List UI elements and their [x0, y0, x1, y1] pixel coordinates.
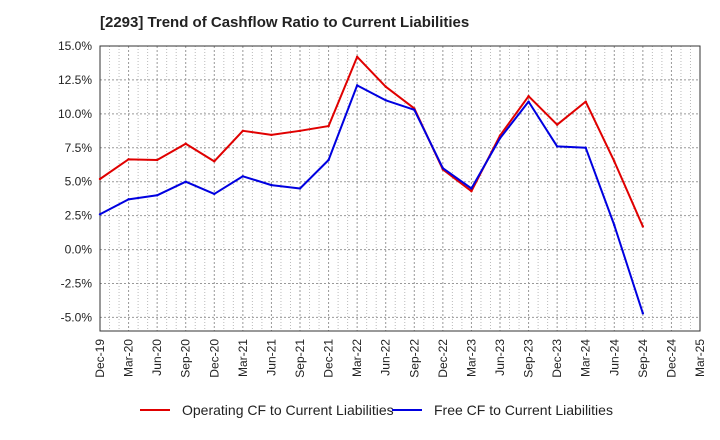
data-point-series-1	[327, 124, 330, 128]
data-point-series-2	[527, 100, 530, 103]
data-point-series-2	[298, 187, 302, 190]
data-point-series-2	[327, 158, 330, 162]
data-point-series-2	[213, 192, 216, 196]
data-point-series-2	[241, 175, 245, 178]
y-tick-label: 10.0%	[58, 107, 92, 121]
data-point-series-2	[184, 180, 187, 183]
x-tick-label: Jun-20	[150, 339, 164, 376]
y-tick-label: 15.0%	[58, 39, 92, 53]
data-point-series-1	[355, 55, 359, 59]
data-point-series-2	[555, 145, 559, 148]
x-tick-label: Dec-20	[207, 339, 221, 378]
x-tick-label: Mar-20	[122, 339, 136, 377]
x-tick-label: Dec-21	[322, 339, 336, 378]
data-point-series-1	[155, 158, 159, 162]
x-tick-label: Sep-24	[636, 339, 650, 378]
x-tick-label: Dec-23	[550, 339, 564, 378]
data-point-series-1	[98, 177, 102, 181]
x-tick-label: Mar-25	[693, 339, 707, 377]
data-point-series-2	[584, 146, 587, 149]
data-point-series-2	[613, 223, 616, 227]
data-point-series-1	[641, 225, 645, 228]
x-tick-label: Sep-23	[522, 339, 536, 378]
y-tick-label: 7.5%	[65, 141, 93, 155]
y-tick-label: 5.0%	[65, 175, 93, 189]
series-line-2	[99, 84, 644, 314]
data-point-series-1	[527, 95, 530, 98]
data-point-series-1	[555, 123, 559, 126]
x-tick-label: Jun-23	[493, 339, 507, 376]
x-tick-label: Sep-21	[293, 339, 307, 378]
x-tick-label: Jun-22	[379, 339, 393, 376]
data-point-series-1	[270, 133, 273, 137]
data-point-series-1	[613, 160, 616, 163]
x-tick-label: Mar-23	[464, 339, 478, 377]
legend-label-1: Operating CF to Current Liabilities	[182, 402, 394, 418]
data-point-series-1	[584, 100, 587, 103]
data-point-series-2	[470, 187, 473, 190]
data-point-series-1	[384, 85, 387, 88]
data-point-series-2	[127, 198, 130, 201]
data-point-series-2	[498, 137, 502, 140]
x-tick-label: Sep-20	[179, 339, 193, 378]
data-point-series-1	[127, 158, 130, 161]
legend-label-2: Free CF to Current Liabilities	[434, 402, 613, 418]
data-point-series-2	[270, 183, 273, 187]
plot-frame	[99, 45, 701, 332]
y-tick-label: 2.5%	[65, 209, 93, 223]
data-point-series-1	[298, 129, 302, 133]
x-tick-label: Sep-22	[407, 339, 421, 378]
chart-title: [2293] Trend of Cashflow Ratio to Curren…	[100, 14, 470, 31]
x-tick-label: Mar-21	[236, 339, 250, 377]
data-point-series-1	[470, 190, 473, 193]
x-tick-label: Mar-22	[350, 339, 364, 377]
x-tick-label: Dec-24	[664, 339, 678, 378]
x-tick-label: Jun-24	[607, 339, 621, 376]
data-point-series-2	[384, 99, 387, 102]
x-tick-label: Dec-19	[93, 339, 107, 378]
data-point-series-2	[441, 166, 445, 170]
data-point-series-2	[641, 312, 645, 315]
y-tick-label: 12.5%	[58, 73, 92, 87]
x-tick-label: Dec-22	[436, 339, 450, 378]
x-tick-label: Jun-21	[264, 339, 278, 376]
data-point-series-2	[98, 213, 102, 216]
y-tick-label: -5.0%	[61, 310, 93, 324]
data-point-series-1	[213, 160, 216, 163]
series-line-1	[99, 55, 644, 227]
data-point-series-2	[355, 84, 359, 87]
data-point-series-1	[184, 142, 187, 145]
data-point-series-2	[155, 194, 159, 197]
y-tick-label: 0.0%	[65, 243, 93, 257]
y-tick-label: -2.5%	[61, 277, 93, 291]
data-point-series-2	[413, 108, 416, 111]
x-tick-label: Mar-24	[579, 339, 593, 377]
data-point-series-1	[241, 129, 245, 133]
